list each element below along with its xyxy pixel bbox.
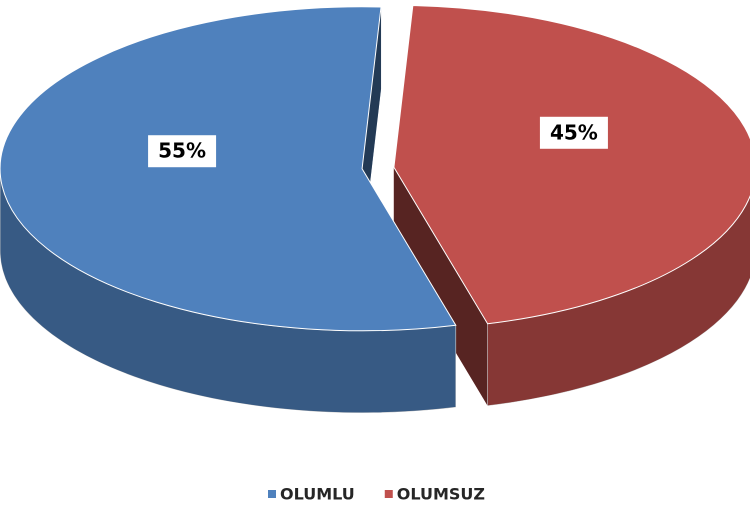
pie-tops — [0, 4, 750, 332]
data-label-box — [539, 116, 608, 149]
legend-label: OLUMSUZ — [397, 485, 485, 504]
slice — [0, 6, 457, 332]
slice-shade — [487, 196, 750, 406]
data-label: 55% — [158, 139, 206, 163]
slice-shade — [0, 168, 456, 413]
legend-swatch — [384, 490, 393, 498]
legend-label: OLUMLU — [280, 485, 355, 504]
slice — [393, 4, 750, 325]
legend-swatch — [268, 490, 276, 498]
data-label: 45% — [550, 120, 598, 144]
data-label-box — [148, 135, 217, 168]
slice-shade — [393, 167, 488, 406]
